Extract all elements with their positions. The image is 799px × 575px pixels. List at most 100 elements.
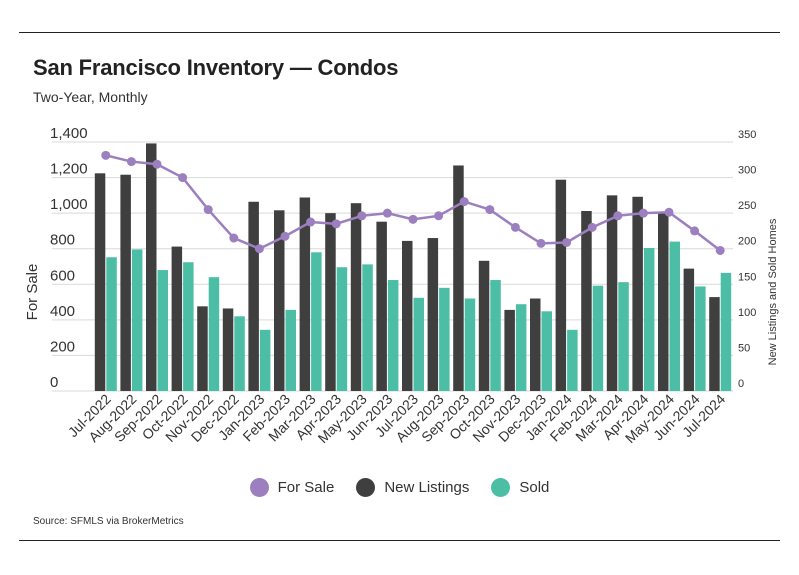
right-tick-label: 200	[738, 236, 756, 248]
chart-subtitle: Two-Year, Monthly	[33, 89, 148, 105]
point-for-sale	[715, 245, 725, 255]
right-tick-label: 50	[738, 342, 750, 354]
point-for-sale	[254, 244, 264, 254]
bar-new-listings	[658, 212, 669, 391]
left-tick-label: 1,200	[50, 161, 88, 178]
bar-new-listings	[427, 238, 439, 391]
right-tick-label: 0	[738, 378, 744, 390]
point-for-sale	[357, 211, 367, 221]
bar-new-listings	[376, 221, 387, 391]
right-tick-label: 300	[738, 165, 756, 177]
bar-sold	[157, 270, 168, 391]
bar-sold	[515, 304, 527, 391]
bar-new-listings	[350, 203, 362, 391]
bars	[94, 143, 732, 391]
bar-sold	[208, 277, 220, 391]
bar-sold	[490, 280, 501, 391]
left-tick-label: 0	[50, 374, 58, 391]
bar-new-listings	[120, 174, 131, 391]
source-note: Source: SFMLS via BrokerMetrics	[33, 516, 184, 527]
left-tick-label: 200	[50, 338, 75, 355]
bar-new-listings	[325, 213, 336, 391]
bar-new-listings	[606, 195, 618, 391]
legend-item-for-sale: For Sale	[249, 478, 335, 497]
bar-sold	[695, 286, 706, 391]
for-sale-series-line	[105, 154, 721, 252]
bar-new-listings	[581, 211, 592, 391]
legend-label-sold: Sold	[519, 479, 550, 496]
point-for-sale	[587, 222, 597, 232]
point-for-sale	[434, 211, 444, 221]
bar-sold	[259, 329, 271, 391]
point-for-sale	[562, 237, 572, 247]
left-axis-ticks: 0 200 400 600 800 1,000 1,200 1,400	[50, 125, 88, 391]
bar-new-listings	[504, 309, 515, 391]
bar-sold	[464, 298, 476, 391]
bar-sold	[285, 309, 296, 391]
right-tick-label: 150	[738, 271, 756, 283]
legend-item-sold: Sold	[491, 478, 549, 497]
bar-sold	[336, 267, 348, 391]
left-tick-label: 400	[50, 303, 75, 320]
point-for-sale	[690, 226, 700, 236]
left-tick-label: 600	[50, 267, 75, 284]
bar-sold	[131, 249, 143, 391]
bar-new-listings	[478, 260, 490, 391]
bar-new-listings	[274, 210, 285, 391]
bar-sold	[592, 285, 604, 391]
right-axis-ticks: 0 50 100 150 200 250 300 350	[738, 129, 756, 390]
right-tick-label: 100	[738, 307, 756, 319]
point-for-sale	[664, 207, 674, 217]
legend-item-new-listings: New Listings	[356, 478, 469, 497]
bar-sold	[234, 316, 245, 391]
left-tick-label: 1,000	[50, 196, 88, 213]
point-for-sale	[229, 233, 239, 243]
bar-sold	[541, 311, 552, 391]
bar-sold	[643, 248, 655, 391]
bar-new-listings	[222, 308, 234, 391]
legend-label-new-listings: New Listings	[384, 479, 470, 496]
bar-sold	[106, 257, 117, 391]
bar-new-listings	[94, 173, 106, 391]
right-axis-label: New Listings and Sold Homes	[767, 218, 779, 365]
bar-new-listings	[632, 196, 643, 391]
point-for-sale	[485, 205, 495, 215]
point-for-sale	[510, 222, 520, 232]
bar-sold	[669, 241, 680, 391]
bar-new-listings	[683, 268, 695, 391]
point-for-sale	[459, 197, 469, 207]
bar-new-listings	[171, 246, 183, 391]
left-tick-label: 800	[50, 232, 75, 249]
bar-sold	[567, 329, 578, 391]
point-for-sale	[126, 157, 136, 167]
left-tick-label: 1,400	[50, 125, 88, 142]
legend-swatch-new-listings	[356, 478, 376, 497]
right-tick-label: 250	[738, 200, 756, 212]
point-for-sale	[203, 205, 213, 215]
bar-sold	[362, 264, 373, 391]
point-for-sale	[613, 211, 623, 221]
bar-sold	[311, 252, 322, 391]
legend-swatch-for-sale	[249, 478, 269, 497]
bar-new-listings	[453, 165, 464, 391]
point-for-sale	[638, 208, 648, 218]
bar-new-listings	[555, 179, 567, 391]
point-for-sale	[382, 208, 392, 218]
point-for-sale	[306, 217, 316, 227]
legend-label-for-sale: For Sale	[277, 479, 335, 496]
legend: For Sale New Listings Sold	[0, 478, 799, 497]
top-rule	[19, 32, 780, 33]
bar-new-listings	[197, 306, 208, 391]
point-for-sale	[101, 150, 111, 160]
bar-sold	[720, 272, 732, 391]
bar-new-listings	[299, 197, 311, 391]
chart-title: San Francisco Inventory — Condos	[33, 55, 399, 80]
bar-sold	[183, 262, 194, 391]
bar-sold	[413, 297, 424, 391]
point-for-sale	[408, 214, 418, 224]
point-for-sale	[331, 219, 341, 229]
bar-sold	[618, 282, 629, 391]
bar-new-listings	[248, 201, 259, 391]
point-for-sale	[152, 159, 162, 169]
